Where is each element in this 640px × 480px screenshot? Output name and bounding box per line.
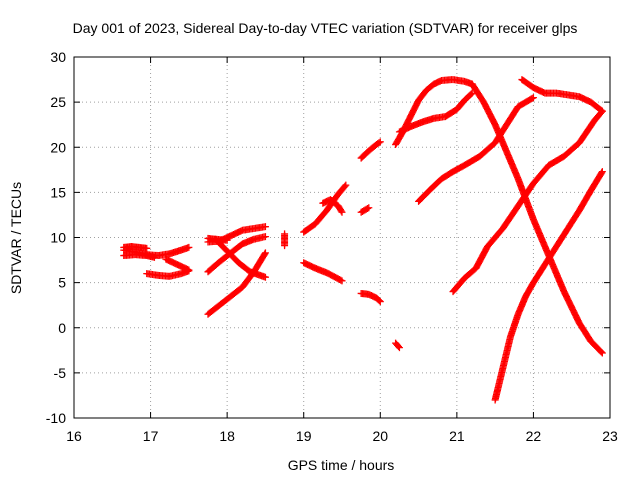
x-tick-label: 18	[219, 428, 235, 444]
series-s22	[449, 107, 606, 296]
series-s16	[357, 138, 384, 162]
grid-lines	[73, 56, 611, 419]
series-s24	[491, 168, 606, 404]
data-point	[394, 342, 402, 350]
x-axis-label: GPS time / hours	[288, 457, 395, 473]
data-point	[341, 182, 349, 190]
x-tick-label: 17	[143, 428, 159, 444]
data-point	[597, 106, 605, 114]
axis-ticks	[73, 56, 611, 419]
series-s25	[518, 76, 606, 115]
series-s14	[300, 259, 346, 285]
series-s02	[120, 251, 158, 261]
data-point	[598, 168, 606, 176]
y-tick-label: 25	[50, 94, 66, 110]
data-point	[337, 207, 345, 215]
series-s13	[319, 196, 346, 216]
data-point	[261, 223, 269, 231]
data-points	[120, 76, 606, 404]
y-axis-tick-labels: -10 -5 0 5 10 15 20 25 30	[46, 49, 66, 426]
y-tick-label: -10	[46, 410, 66, 426]
data-point	[467, 90, 475, 98]
y-tick-label: 15	[50, 184, 66, 200]
data-point	[375, 139, 383, 147]
y-tick-label: 5	[58, 275, 66, 291]
data-point	[342, 181, 350, 189]
data-point	[597, 348, 605, 356]
y-tick-label: 0	[58, 320, 66, 336]
x-tick-label: 19	[296, 428, 312, 444]
data-point	[143, 244, 151, 252]
series-s20	[395, 89, 476, 136]
series-s05	[162, 255, 193, 274]
data-point	[261, 273, 269, 281]
data-point	[261, 249, 269, 257]
data-point	[261, 233, 269, 241]
series-s18	[392, 339, 403, 352]
series-s10	[212, 235, 269, 281]
x-tick-label: 16	[66, 428, 82, 444]
series-s03	[120, 243, 151, 252]
x-tick-label: 23	[602, 428, 618, 444]
series-s23	[468, 80, 606, 357]
x-tick-label: 20	[372, 428, 388, 444]
data-point	[598, 169, 606, 177]
y-tick-label: 30	[50, 49, 66, 65]
data-point	[337, 276, 345, 284]
data-point	[281, 242, 289, 250]
series-s17	[357, 289, 384, 306]
series-s21	[415, 94, 537, 205]
y-axis-label: SDTVAR / TECUs	[8, 182, 24, 294]
chart-title: Day 001 of 2023, Sidereal Day-to-day VTE…	[73, 20, 578, 36]
data-point	[364, 204, 372, 212]
data-point	[185, 266, 193, 274]
data-point	[261, 250, 269, 258]
data-point	[395, 344, 403, 352]
data-point	[528, 94, 536, 102]
data-point	[376, 138, 384, 146]
series-s11	[281, 230, 289, 250]
x-tick-label: 21	[449, 428, 465, 444]
y-tick-label: -5	[54, 365, 67, 381]
y-tick-label: 20	[50, 139, 66, 155]
data-point	[375, 297, 383, 305]
series-s15	[357, 204, 373, 216]
data-point	[338, 277, 346, 285]
data-point	[598, 349, 606, 357]
data-point	[338, 208, 346, 216]
data-point	[376, 298, 384, 306]
data-point	[598, 107, 606, 115]
data-point	[223, 236, 231, 244]
x-tick-label: 22	[526, 428, 542, 444]
data-point	[529, 94, 537, 102]
data-point	[185, 243, 193, 251]
series-s19	[392, 76, 476, 149]
y-tick-label: 10	[50, 230, 66, 246]
data-point	[150, 253, 158, 261]
data-point	[365, 204, 373, 212]
x-axis-tick-labels: 16 17 18 19 20 21 22 23	[66, 428, 618, 444]
